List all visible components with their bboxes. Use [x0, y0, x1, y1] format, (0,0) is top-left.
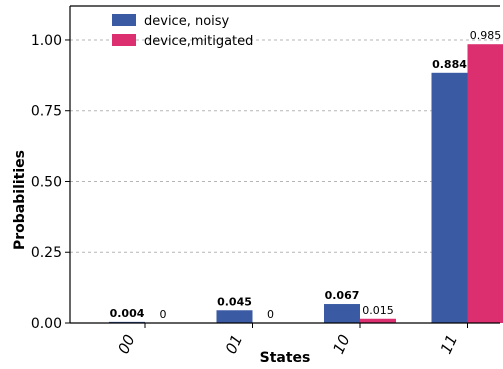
data-label: 0: [267, 308, 274, 321]
bars: [109, 44, 503, 324]
data-label: 0.985: [470, 29, 502, 42]
x-tick-label: 11: [437, 332, 461, 357]
y-ticks: 0.00 0.25 0.50 0.75 1.00: [31, 33, 70, 332]
data-label: 0: [160, 308, 167, 321]
bar-noisy-11: [431, 72, 468, 324]
legend-swatch: [112, 34, 136, 46]
y-tick-label: 0.00: [31, 316, 62, 332]
y-tick-label: 0.25: [31, 245, 62, 261]
legend-label: device, noisy: [144, 14, 230, 29]
y-tick-label: 0.75: [31, 104, 62, 120]
y-tick-label: 0.50: [31, 174, 62, 190]
axes: [69, 5, 500, 324]
y-tick-label: 1.00: [31, 33, 62, 49]
x-tick-label: 01: [222, 332, 246, 357]
data-label: 0.067: [325, 289, 360, 302]
bar-mitigated-11: [467, 44, 503, 324]
x-tick-label: 10: [329, 332, 353, 357]
y-axis-title: Probabilities: [12, 150, 28, 250]
bar-noisy-01: [216, 310, 253, 323]
bar-mitigated-10: [360, 318, 396, 323]
data-label: 0.015: [362, 304, 394, 317]
data-label: 0.884: [432, 58, 467, 71]
legend-swatch: [112, 14, 136, 26]
data-label: 0.004: [110, 307, 145, 320]
bar-noisy-10: [324, 304, 360, 323]
x-tick-label: 00: [114, 332, 138, 357]
legend-label: device,mitigated: [144, 34, 253, 49]
x-axis-title: States: [260, 350, 311, 366]
legend: device, noisy device,mitigated: [112, 14, 253, 49]
data-label: 0.045: [217, 295, 252, 308]
